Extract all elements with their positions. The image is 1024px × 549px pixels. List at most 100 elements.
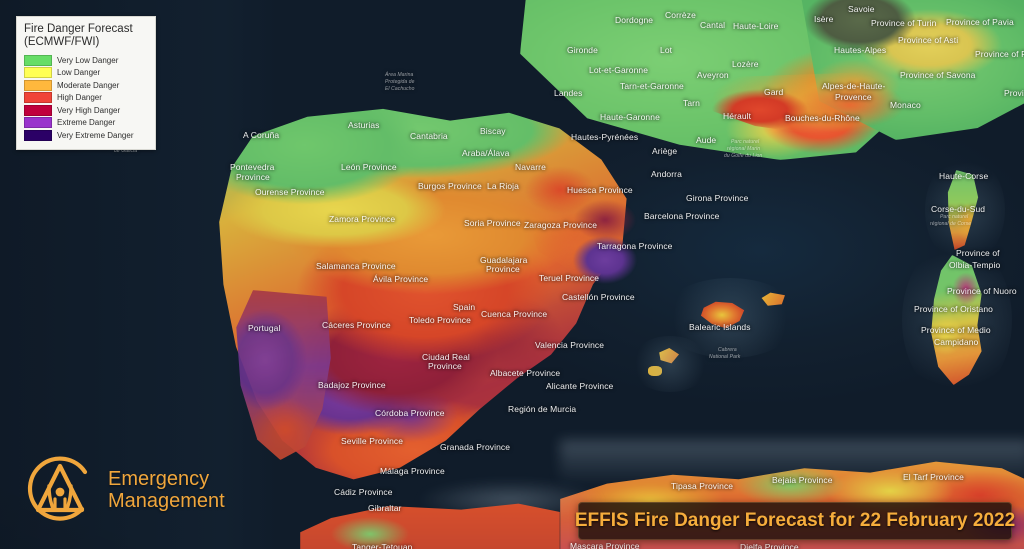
legend-item-label: Very Extreme Danger	[57, 130, 134, 140]
map-place-label: Province of Nuoro	[947, 286, 1017, 296]
map-place-label: Province of Savona	[900, 70, 976, 80]
map-place-label: Haute-Garonne	[600, 112, 660, 122]
map-place-label: Gard	[764, 87, 784, 97]
map-place-label: Ávila Province	[373, 274, 429, 284]
map-place-label: Ourense Province	[255, 187, 325, 197]
map-place-label: Lot	[660, 45, 673, 55]
map-place-label: Province of Oristano	[914, 304, 994, 314]
map-place-label: Teruel Province	[539, 273, 600, 283]
map-place-label: Cuenca Province	[481, 309, 548, 319]
map-protected-area-label: Protegida de	[385, 79, 415, 85]
map-place-label: Araba/Álava	[462, 148, 510, 158]
map-place-label: Province	[428, 361, 462, 371]
island-sardinia	[931, 255, 982, 385]
map-place-label: El Tarf Province	[903, 472, 964, 482]
map-place-label: Landes	[554, 88, 583, 98]
map-place-label: Aude	[696, 135, 717, 145]
logo-line-2: Management	[108, 490, 225, 512]
map-place-label: Hautes-Alpes	[834, 45, 887, 55]
map-protected-area-label: régional Marin	[727, 146, 761, 152]
map-place-label: Province of	[956, 248, 1000, 258]
map-place-label: Bouches-du-Rhône	[785, 113, 860, 123]
map-place-label: Toledo Province	[409, 315, 471, 325]
map-place-label: Spain	[453, 302, 476, 312]
map-place-label: Tarn-et-Garonne	[620, 81, 684, 91]
map-place-label: Mascara Province	[570, 541, 640, 549]
map-place-label: Albacete Province	[490, 368, 561, 378]
emergency-management-logo-text: Emergency Management	[108, 468, 225, 513]
emergency-management-logo-icon	[22, 452, 98, 528]
map-protected-area-label: El Cachucho	[385, 86, 415, 92]
legend-panel: Fire Danger Forecast (ECMWF/FWI) Very Lo…	[16, 16, 156, 151]
map-place-label: Haute-Loire	[733, 21, 779, 31]
legend-item-label: Moderate Danger	[57, 80, 120, 90]
island-ibiza	[659, 348, 679, 364]
map-place-label: Cantabria	[410, 131, 448, 141]
legend-items: Very Low Danger Low Danger Moderate Danger…	[24, 54, 148, 141]
map-place-label: Navarre	[515, 162, 546, 172]
map-place-label: Lot-et-Garonne	[589, 65, 649, 75]
map-place-label: Zamora Province	[329, 214, 396, 224]
map-place-label: Girona Province	[686, 193, 749, 203]
map-place-label: Balearic Islands	[689, 322, 751, 332]
map-place-label: Tanger-Tetouan	[352, 542, 413, 549]
island-formentera	[648, 366, 662, 376]
map-place-label: Andorra	[651, 169, 682, 179]
legend-title-line2: (ECMWF/FWI)	[24, 35, 100, 48]
map-place-label: Soria Province	[464, 218, 521, 228]
map-place-label: Isère	[814, 14, 834, 24]
map-place-label: Province	[1004, 88, 1024, 98]
legend-item: Very High Danger	[24, 104, 148, 116]
map-place-label: Province of Turin	[871, 18, 937, 28]
map-place-label: Gibraltar	[368, 503, 402, 513]
map-place-label: Málaga Province	[380, 466, 445, 476]
legend-item-label: Low Danger	[57, 68, 101, 78]
map-place-label: Barcelona Province	[644, 211, 720, 221]
map-place-label: Asturias	[348, 120, 380, 130]
map-place-label: Province of Pavia	[946, 17, 1014, 27]
legend-swatch	[24, 117, 52, 129]
map-protected-area-label: Parc naturel	[940, 214, 969, 220]
forecast-title-text: EFFIS Fire Danger Forecast for 22 Februa…	[574, 510, 1016, 531]
map-place-label: Province of Medio	[921, 325, 991, 335]
map-place-label: Province	[236, 172, 270, 182]
map-place-label: Hérault	[723, 111, 752, 121]
map-place-label: Tarn	[683, 98, 700, 108]
legend-item-label: High Danger	[57, 93, 102, 103]
map-place-label: Savoie	[848, 4, 875, 14]
map-place-label: Olbia-Tempio	[949, 260, 1001, 270]
legend-item: High Danger	[24, 92, 148, 104]
map-protected-area-label: du Golfe du Lion	[724, 153, 763, 159]
map-place-label: Salamanca Province	[316, 261, 396, 271]
map-place-label: Djelfa Province	[740, 542, 799, 549]
map-place-label: Seville Province	[341, 436, 404, 446]
legend-title-line1: Fire Danger Forecast	[24, 23, 133, 35]
legend-swatch	[24, 54, 52, 66]
map-place-label: Córdoba Province	[375, 408, 445, 418]
map-place-label: A Coruña	[243, 130, 280, 140]
map-place-label: Province of Pa	[975, 49, 1024, 59]
legend-swatch	[24, 79, 52, 91]
map-protected-area-label: de Galicia	[114, 148, 138, 154]
forecast-title-banner: EFFIS Fire Danger Forecast for 22 Februa…	[574, 502, 1016, 540]
legend-item-label: Extreme Danger	[57, 118, 116, 128]
legend-swatch	[24, 67, 52, 79]
legend-item: Very Extreme Danger	[24, 129, 148, 141]
emergency-management-logo: Emergency Management	[22, 452, 225, 528]
map-place-label: Tipasa Province	[671, 481, 734, 491]
legend-item-label: Very Low Danger	[57, 55, 119, 65]
map-place-label: Alicante Province	[546, 381, 614, 391]
map-place-label: Corse-du-Sud	[931, 204, 986, 214]
map-place-label: Campidano	[934, 337, 979, 347]
landmass-levante	[560, 220, 650, 300]
map-place-label: Aveyron	[697, 70, 729, 80]
map-place-label: Granada Province	[440, 442, 511, 452]
legend-swatch	[24, 92, 52, 104]
legend-item-label: Very High Danger	[57, 105, 121, 115]
map-place-label: Guadalajara	[480, 255, 528, 265]
map-place-label: Alpes-de-Haute-	[822, 81, 886, 91]
map-place-label: Tarragona Province	[597, 241, 673, 251]
island-menorca	[761, 292, 785, 306]
legend-swatch	[24, 104, 52, 116]
map-place-label: Cantal	[700, 20, 726, 30]
